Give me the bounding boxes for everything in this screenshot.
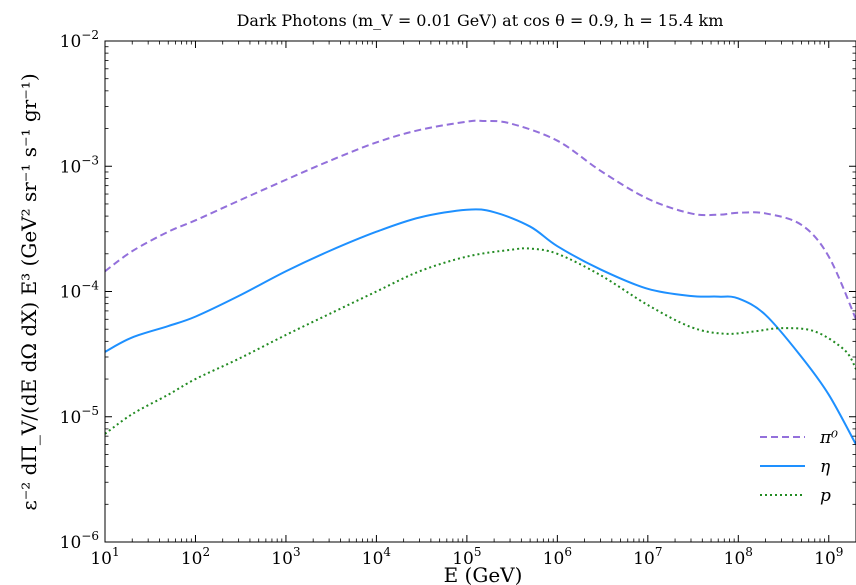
x-axis-label: E (GeV): [444, 563, 523, 585]
legend-label: η: [820, 457, 831, 477]
y-tick-label: 10−3: [60, 153, 99, 177]
series-line-p: [105, 247, 856, 435]
x-tick-label: 101: [90, 545, 119, 569]
x-tick-label: 108: [724, 545, 753, 569]
y-axis-label: ε⁻² dΠ_V/(dE dΩ dX) E³ (GeV² sr⁻¹ s⁻¹ gr…: [17, 73, 41, 510]
legend-label: π⁰: [819, 428, 838, 448]
x-tick-label: 106: [543, 545, 572, 569]
x-tick-label: 103: [271, 545, 300, 569]
y-tick-label: 10−2: [60, 28, 99, 52]
x-tick-label: 102: [181, 545, 210, 569]
legend: π⁰ ηp: [760, 428, 838, 506]
x-tick-label: 105: [452, 545, 481, 569]
x-tick-label: 107: [633, 545, 662, 569]
legend-label: p: [820, 486, 831, 506]
plot-frame: [104, 40, 856, 543]
y-tick-label: 10−5: [60, 404, 99, 428]
chart-title: Dark Photons (m_V = 0.01 GeV) at cos θ =…: [237, 11, 724, 30]
y-tick-label: 10−6: [60, 529, 99, 553]
y-tick-label: 10−4: [60, 279, 100, 303]
axis-ticks: 101 102 103 104 105 106 107 108 109 10−6 10−5 10−4 1…: [60, 28, 856, 569]
x-tick-label: 104: [362, 545, 392, 569]
x-tick-label: 109: [814, 545, 843, 569]
series-line-eta: [105, 208, 856, 446]
series-line-pi0: [105, 119, 856, 320]
